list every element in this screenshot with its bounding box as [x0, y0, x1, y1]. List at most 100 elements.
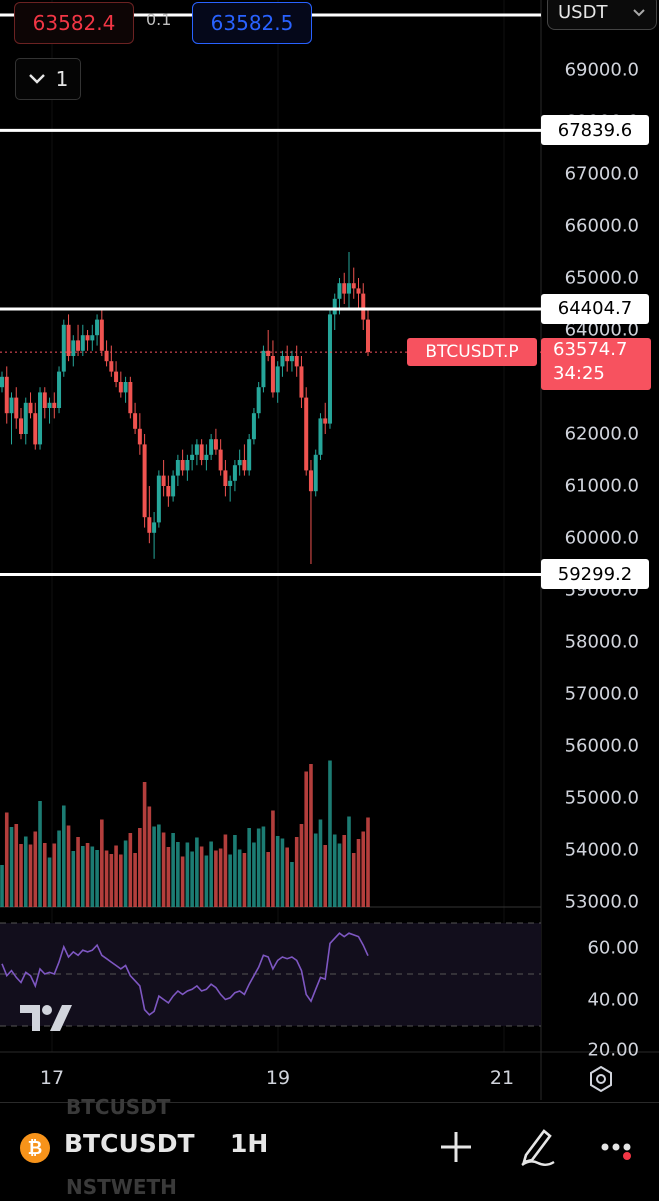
volume-bar — [95, 850, 99, 907]
settings-icon[interactable] — [588, 1065, 614, 1093]
price-line-label: 67839.6 — [541, 115, 649, 146]
date-axis-label: 19 — [265, 1067, 291, 1089]
volume-bar — [104, 850, 109, 907]
candle-body — [261, 350, 266, 388]
candle-body — [270, 356, 275, 393]
candle-body — [185, 460, 190, 471]
volume-bar — [366, 817, 370, 907]
interval-button[interactable]: 1H — [230, 1129, 269, 1158]
price-axis-label: 57000.0 — [564, 683, 639, 705]
volume-bar — [100, 819, 104, 907]
candle-body — [190, 454, 195, 460]
volume-bar — [247, 828, 251, 907]
volume-bar — [147, 806, 152, 907]
volume-bar — [204, 855, 209, 907]
candle-body — [342, 283, 347, 294]
currency-selector[interactable]: USDT — [547, 0, 657, 30]
candle-body — [152, 522, 157, 533]
current-price-value: 63574.7 — [553, 339, 628, 360]
candle-body — [142, 444, 147, 518]
volume-bar — [233, 835, 237, 907]
volume-bar — [237, 849, 242, 907]
volume-bar — [195, 837, 199, 907]
candle-body — [318, 418, 323, 455]
candle-body — [232, 465, 237, 481]
candle-body — [104, 350, 109, 362]
candle-body — [128, 382, 133, 414]
chevron-down-icon — [28, 70, 46, 89]
volume-bar — [190, 851, 194, 907]
buy-price-button[interactable]: 63582.5 — [192, 2, 312, 44]
volume-bar — [271, 810, 275, 907]
volume-bar — [256, 828, 261, 907]
candle-body — [337, 283, 342, 299]
volume-bar — [157, 824, 161, 907]
volume-bar — [209, 841, 213, 907]
candle-body — [218, 449, 223, 471]
quantity-selector[interactable]: 1 — [15, 58, 81, 100]
volume-bar — [9, 827, 14, 907]
candle-body — [299, 366, 304, 398]
candle-body — [304, 397, 309, 471]
volume-bar — [42, 843, 47, 907]
candle-body — [175, 460, 180, 476]
volume-bar — [57, 830, 61, 907]
candle-body — [95, 319, 100, 336]
candle-body — [161, 475, 166, 486]
volume-bar — [332, 834, 337, 907]
volume-bar — [81, 846, 85, 907]
symbol-button[interactable]: BTCUSDT — [64, 1129, 195, 1158]
volume-bar — [328, 760, 332, 907]
candle-body — [351, 283, 356, 289]
volume-bar — [318, 819, 323, 907]
volume-bar — [119, 854, 123, 907]
price-axis-label: 67000.0 — [564, 163, 639, 185]
candle-body — [76, 340, 81, 351]
price-line-label: 64404.7 — [541, 293, 649, 324]
candle-body — [251, 413, 256, 440]
candle-body — [242, 460, 247, 471]
candle-body — [285, 356, 290, 362]
volume-bar — [33, 831, 38, 907]
draw-pen-icon[interactable] — [518, 1125, 558, 1171]
volume-bar — [361, 831, 366, 907]
volume-bar — [214, 850, 218, 907]
add-icon[interactable] — [438, 1129, 474, 1169]
volume-bar — [123, 840, 128, 907]
candle-body — [180, 460, 185, 471]
candle-body — [166, 486, 171, 497]
candle-body — [133, 413, 138, 429]
more-icon[interactable] — [600, 1139, 636, 1165]
volume-bar — [14, 824, 19, 907]
volume-bar — [171, 833, 175, 907]
candle-body — [223, 470, 228, 486]
volume-bar — [114, 845, 118, 907]
volume-bar — [261, 826, 266, 907]
candle-body — [4, 376, 9, 414]
candle-body — [109, 361, 114, 372]
volume-bar — [161, 832, 166, 907]
chevron-down-icon — [632, 2, 646, 23]
candle-body — [99, 319, 104, 351]
ghost-symbol-bottom: NSTWETH — [66, 1175, 177, 1199]
price-axis-label: 69000.0 — [564, 59, 639, 81]
volume-bar — [76, 837, 80, 907]
candle-body — [308, 470, 313, 492]
volume-bar — [280, 838, 285, 907]
candle-body — [19, 418, 24, 434]
volume-bar — [290, 862, 294, 907]
price-axis-label: 55000.0 — [564, 787, 639, 809]
candle-body — [33, 413, 38, 445]
volume-bar — [313, 833, 318, 907]
sell-price-button[interactable]: 63582.4 — [14, 2, 134, 44]
candle-body — [14, 397, 19, 419]
candle-body — [366, 319, 370, 353]
volume-bar — [52, 843, 57, 907]
volume-bar — [356, 839, 361, 907]
candle-body — [118, 382, 123, 393]
price-axis-label: 65000.0 — [564, 267, 639, 289]
rsi-axis-label: 20.00 — [587, 1039, 639, 1061]
volume-bar — [85, 843, 90, 907]
